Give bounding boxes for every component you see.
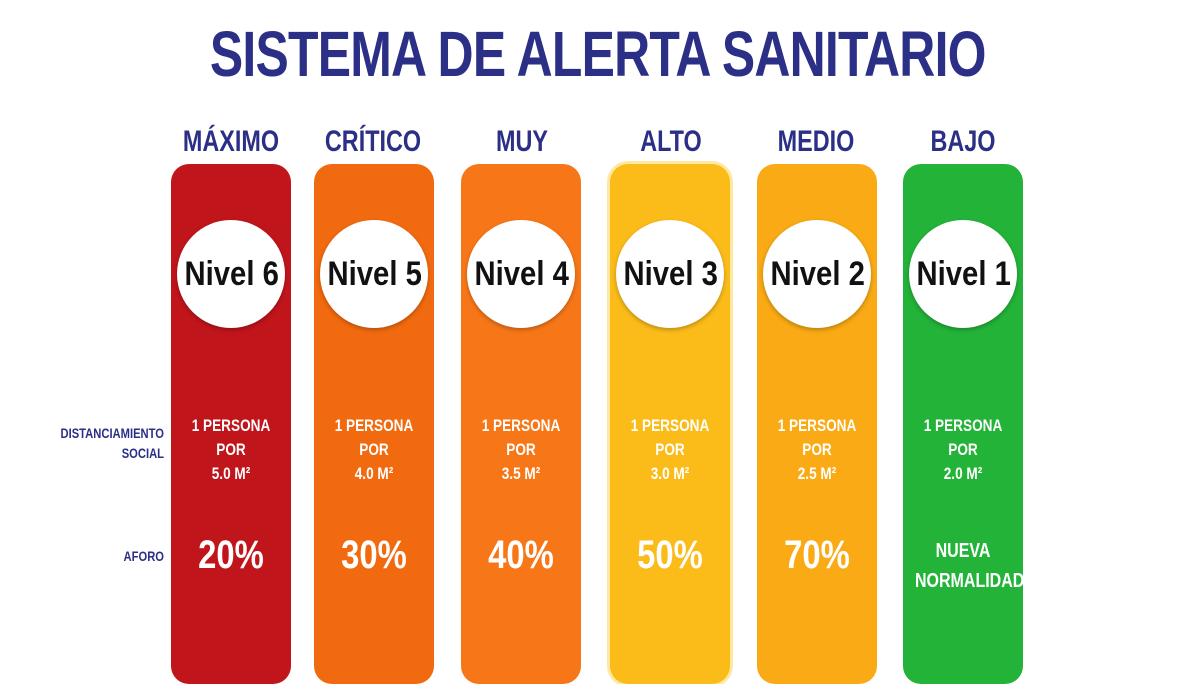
row-label-line: SOCIAL [121,445,164,461]
dist-line: 3.0 M² [650,464,690,483]
aforo-value: 20% [182,528,280,582]
aforo-value: NUEVA NORMALIDAD [915,536,1025,596]
dist-line: 1 PERSONA POR [777,416,857,459]
distanciamiento-value: 1 PERSONA POR 3.5 M² [473,414,569,486]
level-name-medio: MEDIO [777,125,855,158]
aforo-line: 20% [198,533,264,577]
distanciamiento-value: 1 PERSONA POR 2.0 M² [915,414,1011,486]
level-name-alto: ALTO [640,125,702,158]
level-column-1: Nivel 1 1 PERSONA POR 2.0 M² NUEVA NORMA… [903,164,1025,684]
level-column-3: Nivel 3 1 PERSONA POR 3.0 M² 50% [610,164,730,684]
level-badge-label: Nivel 1 [916,255,1011,293]
level-name-bajo: BAJO [930,125,996,158]
level-column-5: Nivel 5 1 PERSONA POR 4.0 M² 30% [314,164,434,684]
distanciamiento-value: 1 PERSONA POR 5.0 M² [183,414,279,486]
distanciamiento-value: 1 PERSONA POR 3.0 M² [622,414,718,486]
level-column-4: Nivel 4 1 PERSONA POR 3.5 M² 40% [461,164,581,684]
dist-line: 1 PERSONA POR [191,416,271,459]
distanciamiento-value: 1 PERSONA POR 2.5 M² [769,414,865,486]
row-label-line: DISTANCIAMIENTO [60,425,165,441]
aforo-value: 30% [325,528,423,582]
level-badge-label: Nivel 4 [474,255,569,293]
dist-line: 3.5 M² [501,464,541,483]
level-badge: Nivel 4 [467,220,575,328]
dist-line: 1 PERSONA POR [481,416,561,459]
aforo-line: 40% [488,533,554,577]
aforo-line: NORMALIDAD [915,570,1025,592]
aforo-line: 50% [637,533,703,577]
distanciamiento-value: 1 PERSONA POR 4.0 M² [326,414,422,486]
dist-line: 4.0 M² [354,464,394,483]
dist-line: 5.0 M² [211,464,251,483]
dist-line: 1 PERSONA POR [334,416,414,459]
dist-line: 1 PERSONA POR [923,416,1003,459]
level-column-2: Nivel 2 1 PERSONA POR 2.5 M² 70% [757,164,877,684]
level-name-critico: CRÍTICO [324,125,422,158]
level-badge: Nivel 6 [177,220,285,328]
level-badge: Nivel 5 [320,220,428,328]
dist-line: 2.5 M² [797,464,837,483]
dist-line: 1 PERSONA POR [630,416,710,459]
level-name-maximo: MÁXIMO [182,125,280,158]
aforo-line: 30% [341,533,407,577]
level-badge: Nivel 3 [616,220,724,328]
level-badge: Nivel 2 [763,220,871,328]
aforo-value: 70% [768,528,866,582]
level-badge-label: Nivel 6 [184,255,279,293]
row-label-aforo: AFORO [123,548,164,564]
page-title: SISTEMA DE ALERTA SANITARIO [209,18,987,90]
aforo-value: 40% [472,528,570,582]
level-badge-label: Nivel 3 [623,255,718,293]
level-badge-label: Nivel 2 [770,255,865,293]
aforo-line: 70% [784,533,850,577]
aforo-value: 50% [621,528,719,582]
level-badge-label: Nivel 5 [327,255,422,293]
row-label-distanciamiento: DISTANCIAMIENTO SOCIAL [33,423,165,463]
dist-line: 2.0 M² [943,464,983,483]
aforo-line: NUEVA [935,540,991,562]
level-column-6: Nivel 6 1 PERSONA POR 5.0 M² 20% [171,164,291,684]
level-badge: Nivel 1 [909,220,1017,328]
